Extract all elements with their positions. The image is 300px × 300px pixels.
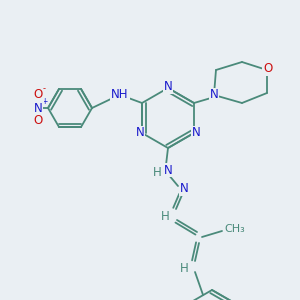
Text: CH₃: CH₃ [225,224,245,234]
Text: H: H [153,166,161,178]
Text: N: N [210,88,218,101]
Text: H: H [180,262,188,275]
Text: O: O [33,88,43,101]
Text: N: N [164,164,172,176]
Text: O: O [263,62,273,76]
Text: N: N [180,182,188,196]
Text: N: N [34,101,42,115]
Text: N: N [136,127,144,140]
Text: H: H [160,211,169,224]
Text: O: O [33,115,43,128]
Text: -: - [43,85,46,94]
Text: +: + [41,98,47,106]
Text: N: N [164,80,172,94]
Text: N: N [192,127,200,140]
Text: NH: NH [111,88,129,101]
